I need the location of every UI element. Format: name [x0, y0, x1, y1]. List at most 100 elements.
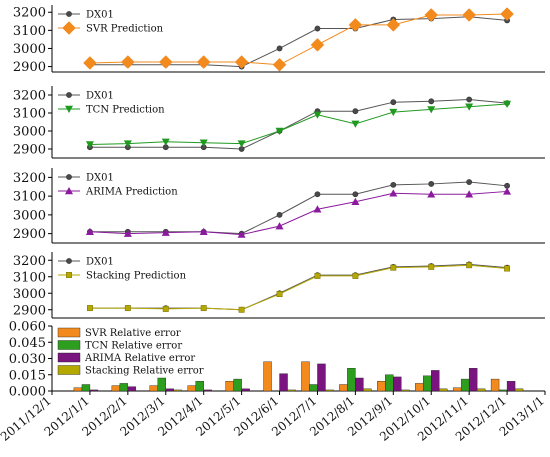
data-point	[238, 306, 245, 313]
data-point	[123, 229, 132, 237]
bar	[165, 388, 174, 392]
data-point	[196, 55, 211, 69]
data-point	[124, 305, 131, 312]
line-panel-2: 2900 3000 3100 3200 DX01 TCN Prediction	[13, 86, 545, 159]
bar	[187, 385, 196, 392]
bar	[339, 384, 348, 392]
data-point	[428, 98, 435, 105]
data-point	[310, 37, 325, 52]
data-point	[351, 197, 360, 205]
y-tick-label: 0.000	[9, 385, 46, 400]
bar	[309, 384, 318, 392]
bar	[415, 383, 424, 392]
series-line-prediction	[89, 13, 508, 66]
data-point	[389, 189, 398, 197]
y-tick-label: 3100	[13, 270, 46, 285]
series-line-actual	[89, 98, 508, 150]
data-point	[462, 8, 477, 22]
legend-marker	[65, 187, 73, 195]
bar	[149, 385, 158, 392]
bar	[241, 388, 250, 392]
bar	[173, 389, 182, 392]
legend-swatch	[57, 365, 81, 375]
bar	[460, 378, 470, 392]
data-point	[427, 106, 436, 114]
data-point	[351, 120, 360, 128]
legend-label: ARIMA Relative error	[84, 353, 195, 364]
series-line-actual	[89, 263, 508, 311]
y-tick-label: 3000	[13, 287, 46, 302]
legend-marker	[66, 258, 72, 264]
data-point	[390, 181, 397, 188]
y-tick-label: 3200	[13, 171, 46, 186]
bar	[506, 381, 516, 392]
y-tick-label: 3000	[13, 42, 46, 57]
series-line-actual	[89, 181, 508, 235]
bar	[81, 384, 91, 392]
bar	[263, 361, 272, 392]
bar	[127, 386, 137, 392]
legend-label: SVR Prediction	[86, 24, 164, 35]
data-point	[200, 305, 207, 312]
data-point	[237, 230, 246, 238]
series-line-prediction	[89, 190, 508, 236]
y-tick-label: 2900	[13, 303, 46, 318]
bar	[111, 385, 121, 392]
data-point	[275, 222, 284, 230]
bar	[452, 387, 462, 392]
data-point	[86, 305, 93, 312]
series-line-prediction	[89, 264, 508, 311]
bar	[89, 389, 99, 392]
data-point	[199, 139, 208, 147]
data-point	[161, 138, 170, 146]
bar	[355, 377, 364, 392]
legend-label: TCN Prediction	[86, 105, 165, 116]
y-tick-label: 3000	[13, 208, 46, 223]
bar	[233, 378, 242, 392]
y-tick-label: 3000	[13, 125, 46, 140]
bar	[301, 361, 310, 392]
data-point	[85, 141, 94, 149]
legend-label: ARIMA Prediction	[85, 187, 178, 198]
data-point	[314, 191, 321, 198]
line-panel-3: 2900 3000 3100 3200 DX01 ARIMA Prediction	[13, 168, 545, 244]
data-point	[83, 56, 97, 70]
legend-marker	[62, 21, 76, 35]
data-point	[465, 103, 474, 111]
bar	[514, 388, 524, 392]
legend-label: DX01	[86, 257, 114, 268]
data-point	[352, 191, 359, 198]
legend-swatch	[57, 340, 81, 350]
data-point	[199, 227, 208, 235]
data-point	[313, 111, 322, 119]
data-point	[158, 55, 173, 69]
y-tick-label: 2900	[13, 227, 46, 242]
legend-label: TCN Relative error	[85, 341, 182, 352]
y-tick-label: 3200	[13, 254, 46, 269]
bar	[393, 376, 402, 392]
data-point	[389, 108, 398, 117]
data-point	[466, 179, 473, 185]
bar	[317, 363, 326, 392]
data-point	[428, 263, 435, 270]
bar	[195, 381, 204, 392]
y-tick-label: 3100	[13, 190, 46, 205]
y-tick-label: 0.015	[9, 368, 46, 383]
y-tick-label: 3200	[13, 6, 46, 21]
bar	[498, 389, 508, 392]
data-point	[276, 291, 283, 298]
data-point	[352, 108, 359, 115]
data-point	[503, 187, 512, 195]
line-panel-1: 2900 3000 3100 3200 DX01 SVR Prediction	[13, 5, 545, 75]
legend-label: SVR Relative error	[85, 328, 181, 339]
data-point	[390, 264, 397, 271]
data-point	[161, 228, 170, 236]
bar	[468, 368, 478, 392]
y-tick-label: 0.030	[9, 352, 46, 367]
legend-swatch	[57, 352, 81, 363]
legend-label: DX01	[86, 91, 114, 102]
data-point	[85, 227, 94, 235]
